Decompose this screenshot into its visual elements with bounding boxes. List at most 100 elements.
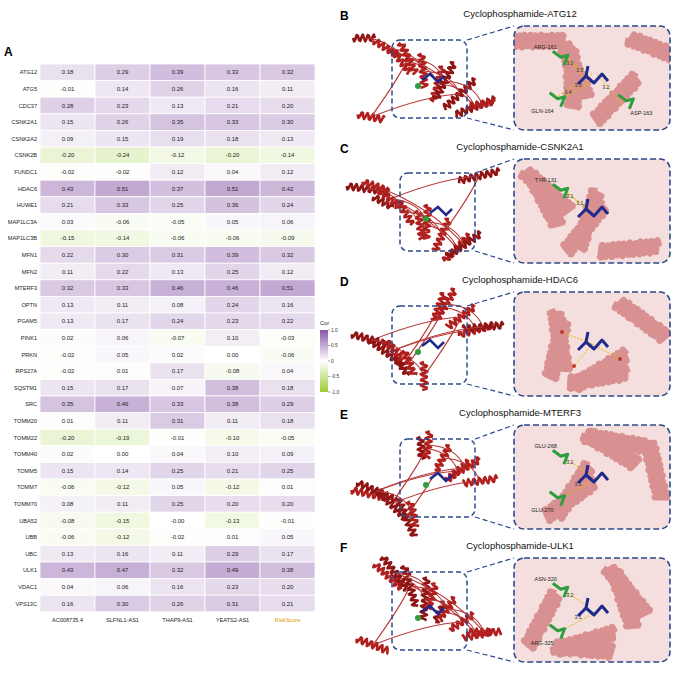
ligand <box>578 340 608 350</box>
helix <box>545 477 594 520</box>
column-label: RiskScore <box>275 617 301 623</box>
cell <box>95 114 150 131</box>
helix <box>363 180 389 192</box>
zoom-background <box>514 292 670 396</box>
cell <box>95 479 150 496</box>
row-label: UBC <box>25 551 37 557</box>
residue-overview <box>423 216 429 222</box>
cell <box>205 529 260 546</box>
cell <box>205 363 260 380</box>
cell-label: 0.35 <box>172 119 184 125</box>
cell-label: 0.18 <box>227 136 239 142</box>
cell <box>95 529 150 546</box>
docking-panel: DCyclophosphamide-HDAC6 <box>340 274 670 396</box>
row-label: RPS27A <box>16 368 38 374</box>
connector <box>467 558 514 572</box>
cell <box>40 545 95 562</box>
cell <box>40 496 95 513</box>
cell-label: 0.32 <box>282 252 294 258</box>
cell <box>150 213 205 230</box>
row-label: PINK1 <box>21 335 37 341</box>
cell <box>40 413 95 430</box>
helix <box>583 431 638 468</box>
cell-label: -0.06 <box>61 484 75 490</box>
cell <box>95 429 150 446</box>
cell-label: 0.08 <box>172 302 184 308</box>
cell-label: -0.19 <box>116 435 130 441</box>
helix <box>357 482 394 502</box>
ligand-overview <box>422 606 444 614</box>
cell-label: -0.01 <box>61 86 75 92</box>
cell <box>95 512 150 529</box>
cell-label: 0.32 <box>282 69 294 75</box>
cell <box>40 230 95 247</box>
cell-label: 0.05 <box>227 219 239 225</box>
cell <box>205 296 260 313</box>
cell <box>260 130 315 147</box>
cell <box>260 247 315 264</box>
cell <box>40 197 95 214</box>
cell-label: -0.09 <box>281 235 295 241</box>
cell-label: 0.20 <box>282 501 294 507</box>
loop <box>394 327 483 350</box>
cell-label: 0.38 <box>227 401 239 407</box>
cell <box>205 346 260 363</box>
cell <box>40 81 95 98</box>
cell-label: 0.23 <box>227 318 239 324</box>
distance-label: 3.2 <box>566 459 573 465</box>
cell <box>260 446 315 463</box>
cell-label: 0.21 <box>227 468 239 474</box>
cell <box>150 247 205 264</box>
distance-label: 3.4 <box>565 89 572 95</box>
cell-label: 0.17 <box>117 318 129 324</box>
helix <box>569 367 628 388</box>
cell-label: 0.18 <box>282 418 294 424</box>
loop <box>427 222 464 245</box>
cell <box>40 213 95 230</box>
distance-label: 3.1 <box>575 481 582 487</box>
residue <box>550 492 565 506</box>
water <box>572 364 576 368</box>
cell <box>40 479 95 496</box>
loop <box>390 176 479 199</box>
colorbar-title: Cor <box>320 320 329 326</box>
row-label: MAP1LC3B <box>8 235 37 241</box>
residue-overview <box>415 349 421 355</box>
cell <box>205 313 260 330</box>
column-label: YEATS2-AS1 <box>216 617 249 623</box>
hydrogen-bond <box>562 614 592 631</box>
distance-label: 3.1 <box>576 200 583 206</box>
cell <box>205 197 260 214</box>
loop <box>372 317 461 340</box>
cell <box>95 81 150 98</box>
ligand <box>586 66 588 76</box>
colorbar-tick-label: -0.5 <box>331 374 340 379</box>
hydrogen-bond <box>574 344 592 366</box>
cell-label: 0.31 <box>172 418 184 424</box>
cell-label: -0.12 <box>116 484 130 490</box>
cell <box>260 164 315 181</box>
residue <box>618 95 633 109</box>
panel-title: Cyclophosphamide-HDAC6 <box>462 274 578 285</box>
cell-label: 0.05 <box>172 484 184 490</box>
background <box>0 0 676 683</box>
zoom-background <box>514 558 670 662</box>
hydrogen-bond <box>562 82 592 99</box>
cell-label: -0.15 <box>61 235 75 241</box>
cell-label: 0.11 <box>117 501 129 507</box>
cell-label: 0.37 <box>172 186 184 192</box>
cell-label: 0.24 <box>282 202 294 208</box>
cell-label: 0.13 <box>282 136 294 142</box>
cell <box>205 81 260 98</box>
helix <box>426 584 437 610</box>
ligand <box>578 473 608 483</box>
cell-label: 0.38 <box>282 567 294 573</box>
cell <box>40 396 95 413</box>
row-label: CSNK2A1 <box>12 119 38 125</box>
cell <box>260 496 315 513</box>
cell-label: 0.18 <box>282 385 294 391</box>
cell-label: 0.09 <box>62 136 74 142</box>
helix <box>610 571 639 627</box>
cell-label: 0.51 <box>117 186 129 192</box>
docking-panel: ECyclophosphamide-MTERF3GLU-268GLU-2703.… <box>340 407 670 535</box>
